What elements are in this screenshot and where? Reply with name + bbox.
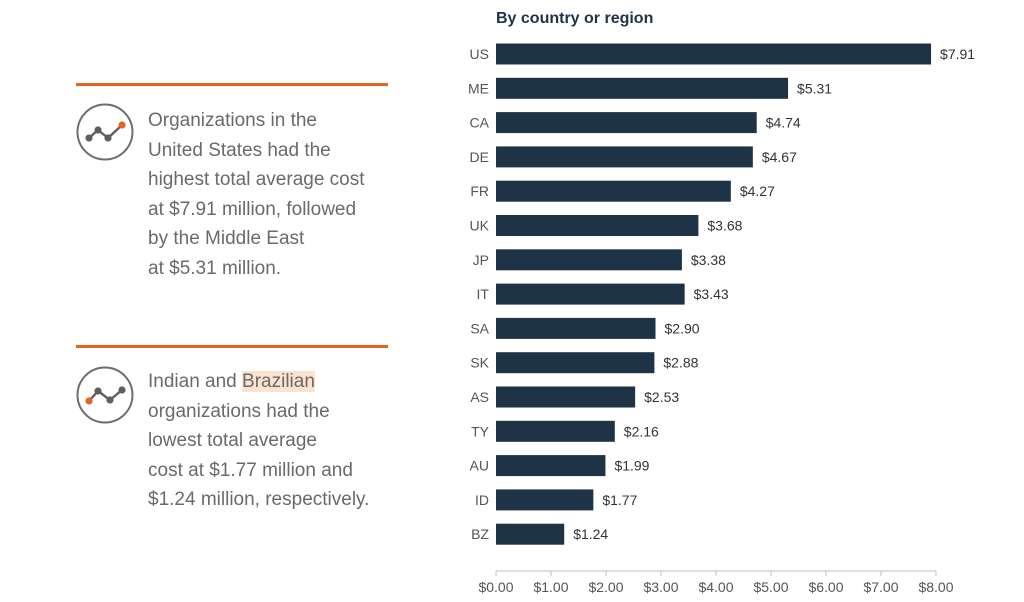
x-tick-label: $1.00: [533, 579, 568, 595]
bars-layer: US $7.91 ME $5.31 CA $4.74 DE $4.67 FR $4.27 UK $3.…: [468, 43, 975, 545]
category-label-sa: SA: [470, 320, 489, 336]
value-label-ca: $4.74: [766, 115, 801, 131]
category-label-ca: CA: [470, 115, 490, 131]
value-label-it: $3.43: [694, 286, 729, 302]
bar-de: [496, 146, 753, 168]
bar-uk: [496, 215, 699, 236]
category-label-au: AU: [470, 458, 489, 474]
x-tick-label: $2.00: [588, 579, 623, 595]
callout-text: Organizations in the United States had t…: [148, 110, 365, 279]
bar-me: [496, 77, 789, 99]
bar-bz: [496, 523, 565, 545]
value-label-sa: $2.90: [665, 320, 700, 336]
category-label-us: US: [470, 46, 489, 62]
bar-as: [496, 386, 636, 408]
category-label-ty: TY: [471, 423, 490, 439]
value-label-uk: $3.68: [707, 218, 742, 234]
value-label-de: $4.67: [762, 149, 797, 165]
x-tick-label: $6.00: [808, 579, 843, 595]
x-tick-label: $4.00: [698, 579, 733, 595]
country-cost-bar-chart: By country or region US $7.91 ME $5.31 CA $4.…: [468, 10, 975, 595]
x-tick-label: $0.00: [478, 579, 513, 595]
category-label-sk: SK: [470, 355, 489, 371]
category-label-me: ME: [468, 80, 489, 96]
bar-ca: [496, 112, 757, 134]
value-label-me: $5.31: [797, 80, 832, 96]
bar-it: [496, 283, 685, 305]
bar-id: [496, 489, 594, 511]
value-label-fr: $4.27: [740, 183, 775, 199]
value-label-ty: $2.16: [624, 423, 659, 439]
value-label-jp: $3.38: [691, 252, 726, 268]
category-label-fr: FR: [470, 183, 489, 199]
chart-title: By country or region: [496, 10, 653, 27]
category-label-bz: BZ: [471, 526, 489, 542]
bar-us: [496, 43, 932, 65]
category-label-uk: UK: [470, 218, 490, 234]
bar-sk: [496, 352, 655, 374]
value-label-id: $1.77: [602, 492, 637, 508]
category-label-id: ID: [475, 492, 489, 508]
x-axis-ticks: $0.00 $1.00 $2.00 $3.00 $4.00 $5.00 $6.00 $7.00…: [478, 571, 954, 595]
bar-ty: [496, 420, 615, 442]
callout-divider: [76, 83, 388, 86]
bar-au: [496, 455, 606, 477]
bar-fr: [496, 180, 731, 202]
highlighted-word: Brazilian: [242, 371, 315, 392]
insight-callout-highest: Organizations in the United States had t…: [76, 83, 388, 283]
value-label-sk: $2.88: [663, 355, 698, 371]
insight-callout-lowest: Indian and Brazilian organizations had t…: [76, 345, 388, 515]
value-label-us: $7.91: [940, 46, 975, 62]
category-label-as: AS: [470, 389, 489, 405]
x-tick-label: $5.00: [753, 579, 788, 595]
bar-jp: [496, 249, 682, 271]
callout-divider: [76, 345, 388, 348]
bar-sa: [496, 317, 656, 339]
callout-text-after: organizations had the lowest total avera…: [148, 400, 370, 511]
value-label-au: $1.99: [614, 458, 649, 474]
category-label-it: IT: [477, 286, 490, 302]
callout-text-before: Indian and: [148, 371, 243, 392]
x-tick-label: $7.00: [863, 579, 898, 595]
category-label-de: DE: [470, 149, 489, 165]
value-label-bz: $1.24: [573, 526, 608, 542]
trend-line-icon: [76, 103, 134, 161]
category-label-jp: JP: [473, 252, 489, 268]
x-tick-label: $8.00: [918, 579, 953, 595]
x-tick-label: $3.00: [643, 579, 678, 595]
value-label-as: $2.53: [644, 389, 679, 405]
trend-line-icon: [76, 366, 134, 424]
callout-text: Indian and Brazilian organizations had t…: [148, 367, 369, 515]
